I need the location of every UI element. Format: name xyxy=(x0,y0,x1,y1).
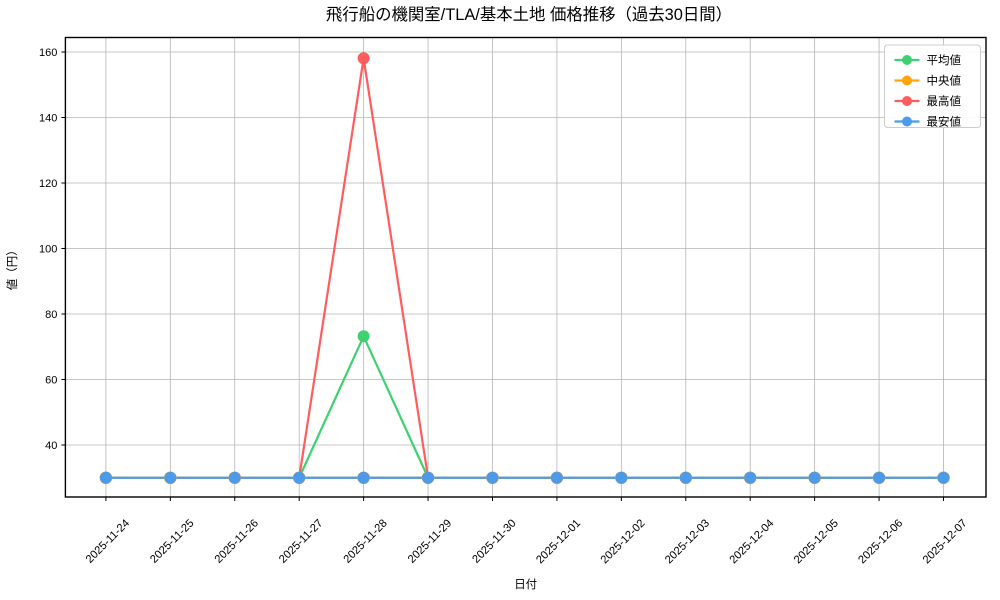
svg-text:100: 100 xyxy=(39,244,57,256)
svg-text:40: 40 xyxy=(45,440,57,452)
svg-text:値（円）: 値（円） xyxy=(6,244,19,290)
svg-text:80: 80 xyxy=(45,309,57,321)
svg-text:飛行船の機関室/TLA/基本土地 価格推移（過去30日間）: 飛行船の機関室/TLA/基本土地 価格推移（過去30日間） xyxy=(326,6,732,24)
svg-text:140: 140 xyxy=(39,113,57,125)
svg-text:最高値: 最高値 xyxy=(927,95,962,108)
svg-text:60: 60 xyxy=(45,375,57,387)
svg-text:120: 120 xyxy=(39,178,57,190)
svg-text:160: 160 xyxy=(39,47,57,59)
svg-text:日付: 日付 xyxy=(514,578,537,591)
svg-text:平均値: 平均値 xyxy=(927,53,962,67)
svg-text:最安値: 最安値 xyxy=(927,116,962,129)
svg-text:中央値: 中央値 xyxy=(927,75,962,88)
